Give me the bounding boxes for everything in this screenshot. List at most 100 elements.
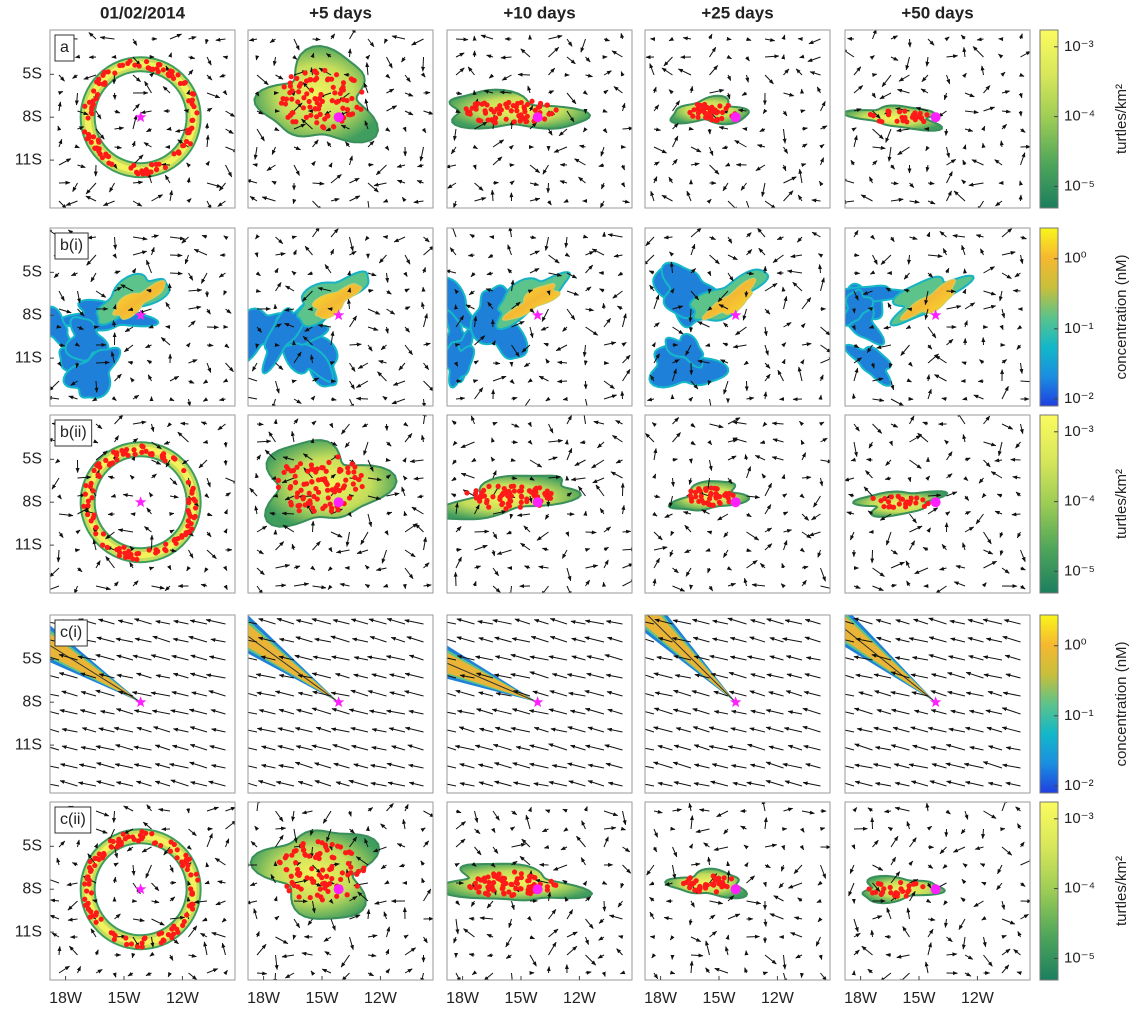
turtle-particle xyxy=(175,72,181,78)
current-arrow xyxy=(783,190,794,202)
current-arrow xyxy=(132,74,141,83)
turtle-particle xyxy=(159,930,165,936)
current-arrow xyxy=(225,146,235,153)
current-arrow xyxy=(927,200,936,205)
turtle-particle xyxy=(115,843,121,849)
current-arrow xyxy=(292,198,297,205)
current-arrow xyxy=(77,110,89,116)
turtle-particle xyxy=(285,114,291,120)
turtle-particle xyxy=(103,457,109,463)
turtle-particle xyxy=(105,69,111,75)
turtle-particle xyxy=(464,490,470,496)
turtle-particle xyxy=(98,916,104,922)
current-arrow xyxy=(183,109,189,113)
turtle-particle xyxy=(302,70,308,76)
turtle-particle xyxy=(86,133,92,139)
current-arrow xyxy=(455,37,469,42)
turtle-particle xyxy=(296,894,302,900)
panel-frame xyxy=(644,29,831,209)
current-arrow xyxy=(102,200,115,207)
panel-frame xyxy=(49,29,236,209)
turtle-particle xyxy=(110,838,116,845)
current-arrow xyxy=(365,62,370,76)
current-arrow xyxy=(898,74,910,82)
map-panel xyxy=(447,415,632,593)
current-arrow xyxy=(74,144,80,149)
current-arrow xyxy=(820,157,825,166)
turtle-particle xyxy=(308,462,315,468)
turtle-particle xyxy=(142,935,148,941)
turtle-particle xyxy=(506,490,513,496)
turtle-particle xyxy=(493,115,499,121)
turtle-particle xyxy=(152,840,159,846)
x-tick-label: 18W xyxy=(446,990,480,1007)
current-arrow xyxy=(293,38,300,51)
map-panel xyxy=(248,415,433,593)
current-arrow xyxy=(783,92,795,97)
turtle-particle xyxy=(163,541,169,547)
current-arrow xyxy=(927,38,935,46)
current-arrow xyxy=(169,880,177,885)
current-arrow xyxy=(114,126,125,131)
current-arrow xyxy=(186,162,192,168)
current-arrow xyxy=(132,114,138,130)
current-arrow xyxy=(166,126,172,131)
current-arrow xyxy=(872,145,886,150)
current-arrow xyxy=(755,164,766,171)
turtle-particle xyxy=(546,111,552,117)
turtle-particle xyxy=(109,161,115,167)
turtle-particle xyxy=(320,124,326,130)
turtle-particle xyxy=(690,113,696,119)
current-arrow xyxy=(146,127,152,133)
turtle-particle xyxy=(688,488,694,494)
turtle-particle xyxy=(93,145,99,152)
turtle-particle xyxy=(548,878,554,884)
turtle-particle xyxy=(511,119,517,125)
current-arrow xyxy=(219,73,226,78)
turtle-particle xyxy=(290,119,296,125)
turtle-particle xyxy=(515,100,521,107)
current-arrow xyxy=(272,56,277,67)
current-arrow xyxy=(890,197,904,202)
turtle-particle xyxy=(696,888,702,894)
current-arrow xyxy=(468,916,475,921)
current-arrow xyxy=(622,529,632,534)
current-arrow xyxy=(467,66,475,76)
current-arrow xyxy=(291,235,297,240)
turtle-particle xyxy=(350,77,356,83)
current-arrow xyxy=(222,55,229,60)
turtle-particle xyxy=(333,99,340,105)
turtle-particle xyxy=(162,458,168,464)
turtle-particle xyxy=(334,843,341,849)
turtle-particle xyxy=(84,874,90,880)
turtle-particle xyxy=(914,495,920,501)
turtle-particle xyxy=(878,891,884,897)
turtle-particle xyxy=(84,901,90,908)
current-arrow xyxy=(782,128,787,144)
turtle-particle xyxy=(529,98,535,104)
current-arrow xyxy=(820,100,826,112)
current-arrow xyxy=(349,155,353,166)
current-arrow xyxy=(783,146,789,154)
current-arrow xyxy=(905,56,910,71)
current-arrow xyxy=(274,126,280,132)
turtle-particle xyxy=(140,171,146,177)
turtle-particle xyxy=(185,518,191,524)
current-arrow xyxy=(556,379,568,384)
turtle-particle xyxy=(319,897,325,903)
current-arrow xyxy=(890,181,899,186)
turtle-particle xyxy=(158,940,164,946)
turtle-particle xyxy=(473,106,479,112)
y-tick-label: 8S xyxy=(22,493,42,510)
turtle-particle xyxy=(903,893,909,899)
turtle-particle xyxy=(304,875,310,881)
turtle-particle xyxy=(311,493,317,500)
turtle-particle xyxy=(523,119,529,125)
current-arrow xyxy=(385,127,391,132)
colorbar-tick-label: 10⁻² xyxy=(1064,777,1094,794)
turtle-particle xyxy=(322,503,328,509)
turtle-particle xyxy=(315,477,322,483)
turtle-particle xyxy=(187,141,194,147)
current-arrow xyxy=(206,182,222,188)
current-arrow xyxy=(225,164,233,178)
